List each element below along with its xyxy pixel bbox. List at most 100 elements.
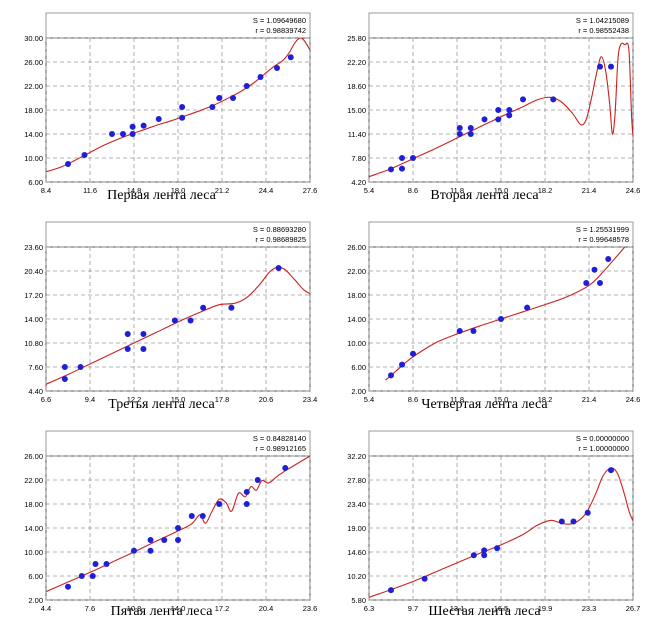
chart-caption: Третья лента леса: [108, 397, 215, 412]
data-point: [399, 165, 405, 172]
y-tick-label: 19.00: [347, 524, 366, 533]
chart-caption: Четвертая лента леса: [421, 397, 548, 412]
y-tick-label: 22.00: [24, 476, 43, 485]
data-point: [129, 131, 136, 137]
data-point: [171, 317, 178, 324]
y-tick-label: 32.20: [347, 452, 366, 461]
x-tick-label: 17.8: [215, 395, 230, 404]
y-tick-label: 14.00: [24, 130, 43, 139]
data-point: [124, 346, 131, 352]
y-tick-label: 7.80: [351, 154, 366, 163]
x-tick-label: 7.6: [85, 604, 95, 613]
data-point: [187, 317, 194, 324]
stats-text: S = 0.00000000: [576, 434, 629, 443]
stats-text: r = 1.00000000: [578, 444, 629, 453]
data-point: [388, 372, 394, 379]
x-tick-label: 15.0: [494, 395, 509, 404]
data-point: [591, 266, 598, 273]
chart-caption: Вторая лента леса: [430, 188, 539, 203]
data-point: [456, 125, 463, 131]
x-tick-label: 24.6: [626, 395, 641, 404]
data-point: [410, 350, 416, 357]
stats-text: r = 0.99648578: [578, 235, 629, 244]
data-point: [179, 104, 186, 110]
x-tick-label: 18.2: [538, 186, 553, 195]
x-tick-label: 11.6: [83, 186, 97, 195]
x-tick-label: 11.8: [450, 395, 464, 404]
data-point: [216, 501, 223, 507]
data-point: [481, 116, 488, 123]
data-point: [78, 573, 85, 579]
data-point: [61, 364, 68, 370]
data-point: [583, 280, 590, 286]
data-point: [605, 256, 612, 262]
data-point: [61, 376, 68, 382]
y-tick-label: 18.60: [347, 82, 366, 91]
data-point: [188, 513, 195, 519]
data-point: [570, 518, 577, 525]
data-point: [597, 63, 603, 70]
x-tick-label: 14.0: [171, 604, 186, 613]
fit-curve: [369, 42, 633, 178]
chart-panel-1: S = 1.09649680 r = 0.98839742 8.4 11.6 14.8 1…: [0, 0, 323, 209]
x-tick-label: 23.4: [303, 395, 318, 404]
stats-text: r = 0.98552438: [578, 26, 629, 35]
data-point: [287, 54, 294, 61]
data-point: [92, 561, 99, 567]
y-tick-label: 10.00: [24, 548, 43, 557]
y-tick-label: 18.00: [24, 500, 43, 509]
data-point: [155, 116, 162, 122]
data-point: [216, 95, 223, 101]
x-tick-label: 9.7: [408, 604, 418, 613]
data-point: [254, 477, 261, 483]
data-point: [494, 545, 501, 552]
y-tick-label: 11.40: [348, 130, 366, 139]
data-point: [228, 304, 235, 311]
chart-caption: Первая лента леса: [107, 188, 216, 203]
data-point: [140, 346, 147, 352]
data-point: [175, 537, 181, 543]
y-tick-label: 23.40: [347, 500, 366, 509]
x-tick-label: 21.4: [582, 395, 597, 404]
x-tick-label: 20.4: [259, 604, 274, 613]
data-point: [524, 304, 531, 311]
data-point: [65, 583, 71, 590]
y-tick-label: 10.00: [347, 339, 366, 348]
y-tick-label: 23.60: [24, 243, 43, 252]
data-point: [77, 364, 84, 370]
x-tick-label: 23.3: [582, 604, 597, 613]
y-tick-label: 10.80: [24, 339, 43, 348]
x-tick-label: 15.0: [171, 395, 186, 404]
data-point: [89, 573, 96, 579]
chart-panel-2: S = 1.04215089 r = 0.98552438 5.4 8.6 11.8 15…: [323, 0, 646, 209]
x-tick-label: 11.8: [450, 186, 464, 195]
x-tick-label: 14.8: [127, 186, 142, 195]
data-point: [470, 328, 477, 334]
x-tick-label: 8.6: [408, 186, 418, 195]
x-tick-label: 24.4: [259, 186, 274, 195]
y-tick-label: 15.00: [347, 106, 366, 115]
data-point: [410, 155, 416, 161]
y-tick-label: 10.00: [24, 154, 43, 163]
chart-panel-6: S = 0.00000000 r = 1.00000000 6.3 9.7 13.1 16…: [323, 418, 646, 627]
data-point: [456, 328, 463, 334]
data-point: [608, 467, 614, 474]
x-tick-label: 5.4: [364, 186, 374, 195]
data-point: [243, 83, 250, 89]
y-tick-label: 14.00: [24, 315, 43, 324]
data-point: [81, 152, 88, 158]
x-tick-label: 16.5: [494, 604, 509, 613]
x-tick-label: 21.4: [582, 186, 597, 195]
data-point: [199, 513, 206, 519]
data-point: [498, 316, 504, 322]
data-point: [597, 280, 603, 286]
x-tick-label: 13.1: [450, 604, 465, 613]
y-tick-label: 26.00: [24, 452, 43, 461]
data-point: [399, 361, 405, 368]
y-tick-label: 6.00: [28, 572, 43, 581]
